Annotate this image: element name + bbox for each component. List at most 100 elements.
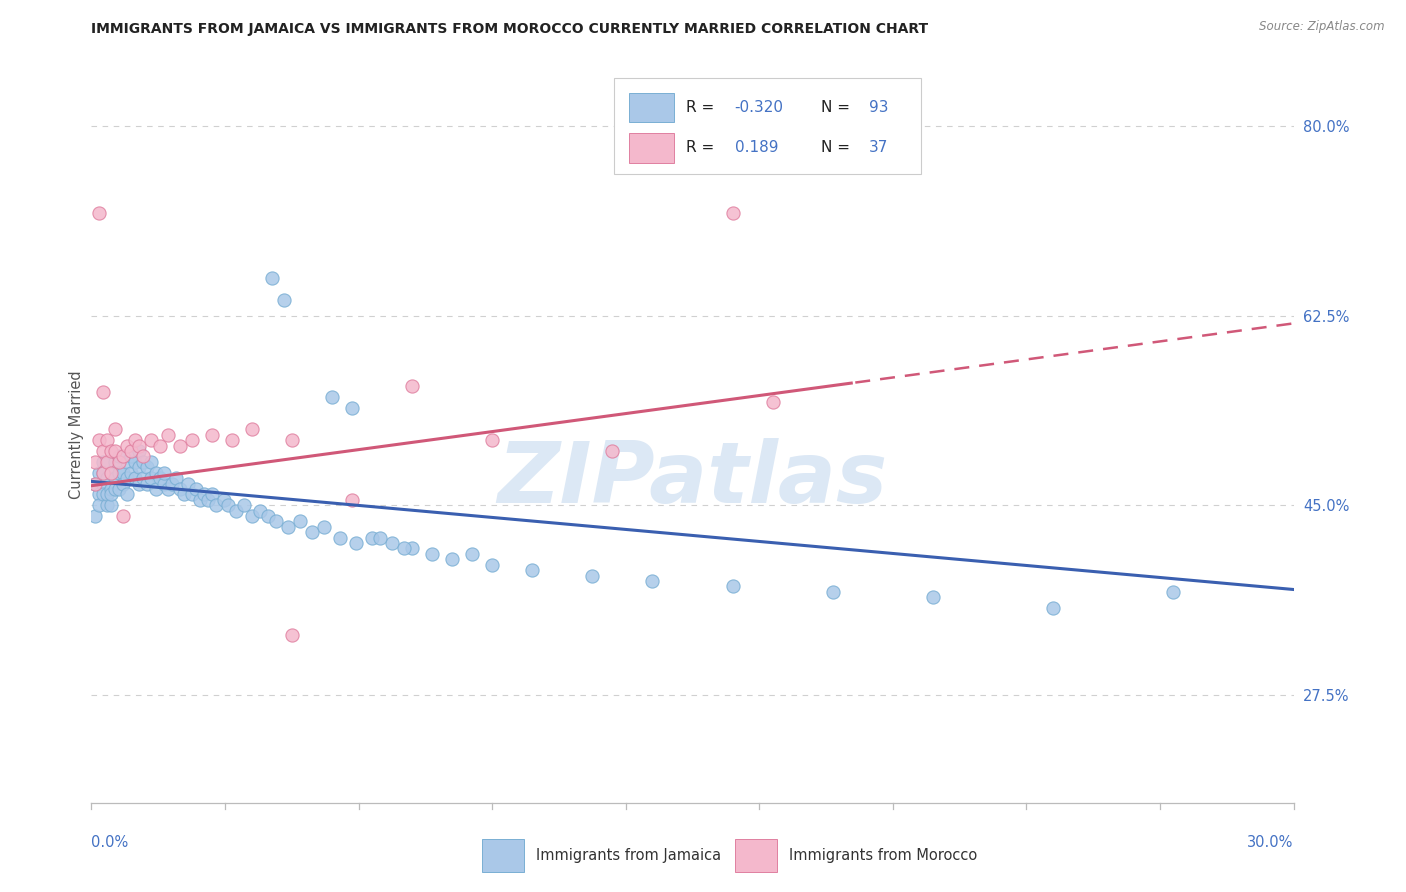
- Point: [84, 476, 107, 491]
- Point: [481, 558, 503, 572]
- Text: 0.0%: 0.0%: [91, 835, 128, 850]
- Point: [104, 471, 127, 485]
- Text: Source: ZipAtlas.com: Source: ZipAtlas.com: [1260, 20, 1385, 33]
- Point: [173, 487, 195, 501]
- Point: [124, 455, 146, 469]
- Point: [96, 455, 118, 469]
- Text: N =: N =: [821, 140, 855, 155]
- Point: [100, 487, 122, 501]
- Text: ZIPatlas: ZIPatlas: [498, 437, 887, 521]
- FancyBboxPatch shape: [734, 839, 776, 872]
- Point: [821, 584, 844, 599]
- Point: [165, 471, 187, 485]
- Point: [277, 520, 299, 534]
- Point: [93, 444, 115, 458]
- Point: [132, 455, 155, 469]
- Point: [104, 422, 127, 436]
- Y-axis label: Currently Married: Currently Married: [69, 370, 84, 500]
- Point: [180, 487, 202, 501]
- Point: [169, 482, 191, 496]
- Point: [240, 508, 263, 523]
- Point: [96, 434, 118, 448]
- Point: [93, 384, 115, 399]
- Point: [112, 508, 135, 523]
- Point: [301, 525, 323, 540]
- Point: [1163, 584, 1185, 599]
- Point: [281, 628, 304, 642]
- Point: [84, 476, 107, 491]
- Text: R =: R =: [686, 140, 720, 155]
- Point: [221, 434, 243, 448]
- Point: [340, 492, 363, 507]
- Point: [321, 390, 343, 404]
- Point: [128, 439, 150, 453]
- Point: [124, 434, 146, 448]
- Point: [128, 460, 150, 475]
- Point: [104, 482, 127, 496]
- Point: [121, 444, 143, 458]
- Point: [212, 492, 235, 507]
- Point: [340, 401, 363, 415]
- Point: [148, 471, 170, 485]
- Point: [260, 271, 283, 285]
- Point: [249, 503, 271, 517]
- Point: [108, 482, 131, 496]
- Point: [89, 487, 111, 501]
- Text: 0.189: 0.189: [734, 140, 778, 155]
- Point: [392, 541, 415, 556]
- Point: [152, 466, 174, 480]
- Text: Immigrants from Jamaica: Immigrants from Jamaica: [536, 848, 721, 863]
- Text: R =: R =: [686, 100, 720, 115]
- Point: [93, 466, 115, 480]
- Point: [117, 455, 139, 469]
- Point: [128, 444, 150, 458]
- Point: [225, 503, 247, 517]
- Point: [89, 434, 111, 448]
- Text: Immigrants from Morocco: Immigrants from Morocco: [789, 848, 977, 863]
- FancyBboxPatch shape: [614, 78, 921, 174]
- Point: [124, 471, 146, 485]
- Point: [148, 439, 170, 453]
- Point: [368, 531, 391, 545]
- Point: [117, 471, 139, 485]
- Point: [121, 466, 143, 480]
- Point: [112, 450, 135, 464]
- Point: [184, 482, 207, 496]
- Point: [240, 422, 263, 436]
- Point: [281, 434, 304, 448]
- Point: [232, 498, 254, 512]
- Point: [96, 487, 118, 501]
- Point: [197, 492, 219, 507]
- Point: [132, 450, 155, 464]
- Point: [922, 590, 945, 604]
- Point: [93, 455, 115, 469]
- Point: [136, 476, 159, 491]
- Point: [273, 293, 295, 307]
- Text: 30.0%: 30.0%: [1247, 835, 1294, 850]
- Point: [401, 541, 423, 556]
- Point: [180, 434, 202, 448]
- Text: IMMIGRANTS FROM JAMAICA VS IMMIGRANTS FROM MOROCCO CURRENTLY MARRIED CORRELATION: IMMIGRANTS FROM JAMAICA VS IMMIGRANTS FR…: [91, 22, 928, 37]
- Point: [128, 476, 150, 491]
- Point: [461, 547, 484, 561]
- Point: [721, 206, 744, 220]
- FancyBboxPatch shape: [482, 839, 524, 872]
- FancyBboxPatch shape: [628, 133, 675, 162]
- Point: [117, 487, 139, 501]
- Point: [100, 498, 122, 512]
- Point: [84, 508, 107, 523]
- Point: [141, 471, 163, 485]
- Point: [1042, 601, 1064, 615]
- Text: N =: N =: [821, 100, 855, 115]
- Point: [188, 492, 211, 507]
- Point: [193, 487, 215, 501]
- Point: [641, 574, 664, 588]
- Point: [89, 498, 111, 512]
- Text: -0.320: -0.320: [734, 100, 783, 115]
- Point: [132, 471, 155, 485]
- Point: [145, 482, 167, 496]
- Point: [312, 520, 335, 534]
- Point: [581, 568, 603, 582]
- Point: [401, 379, 423, 393]
- Point: [89, 206, 111, 220]
